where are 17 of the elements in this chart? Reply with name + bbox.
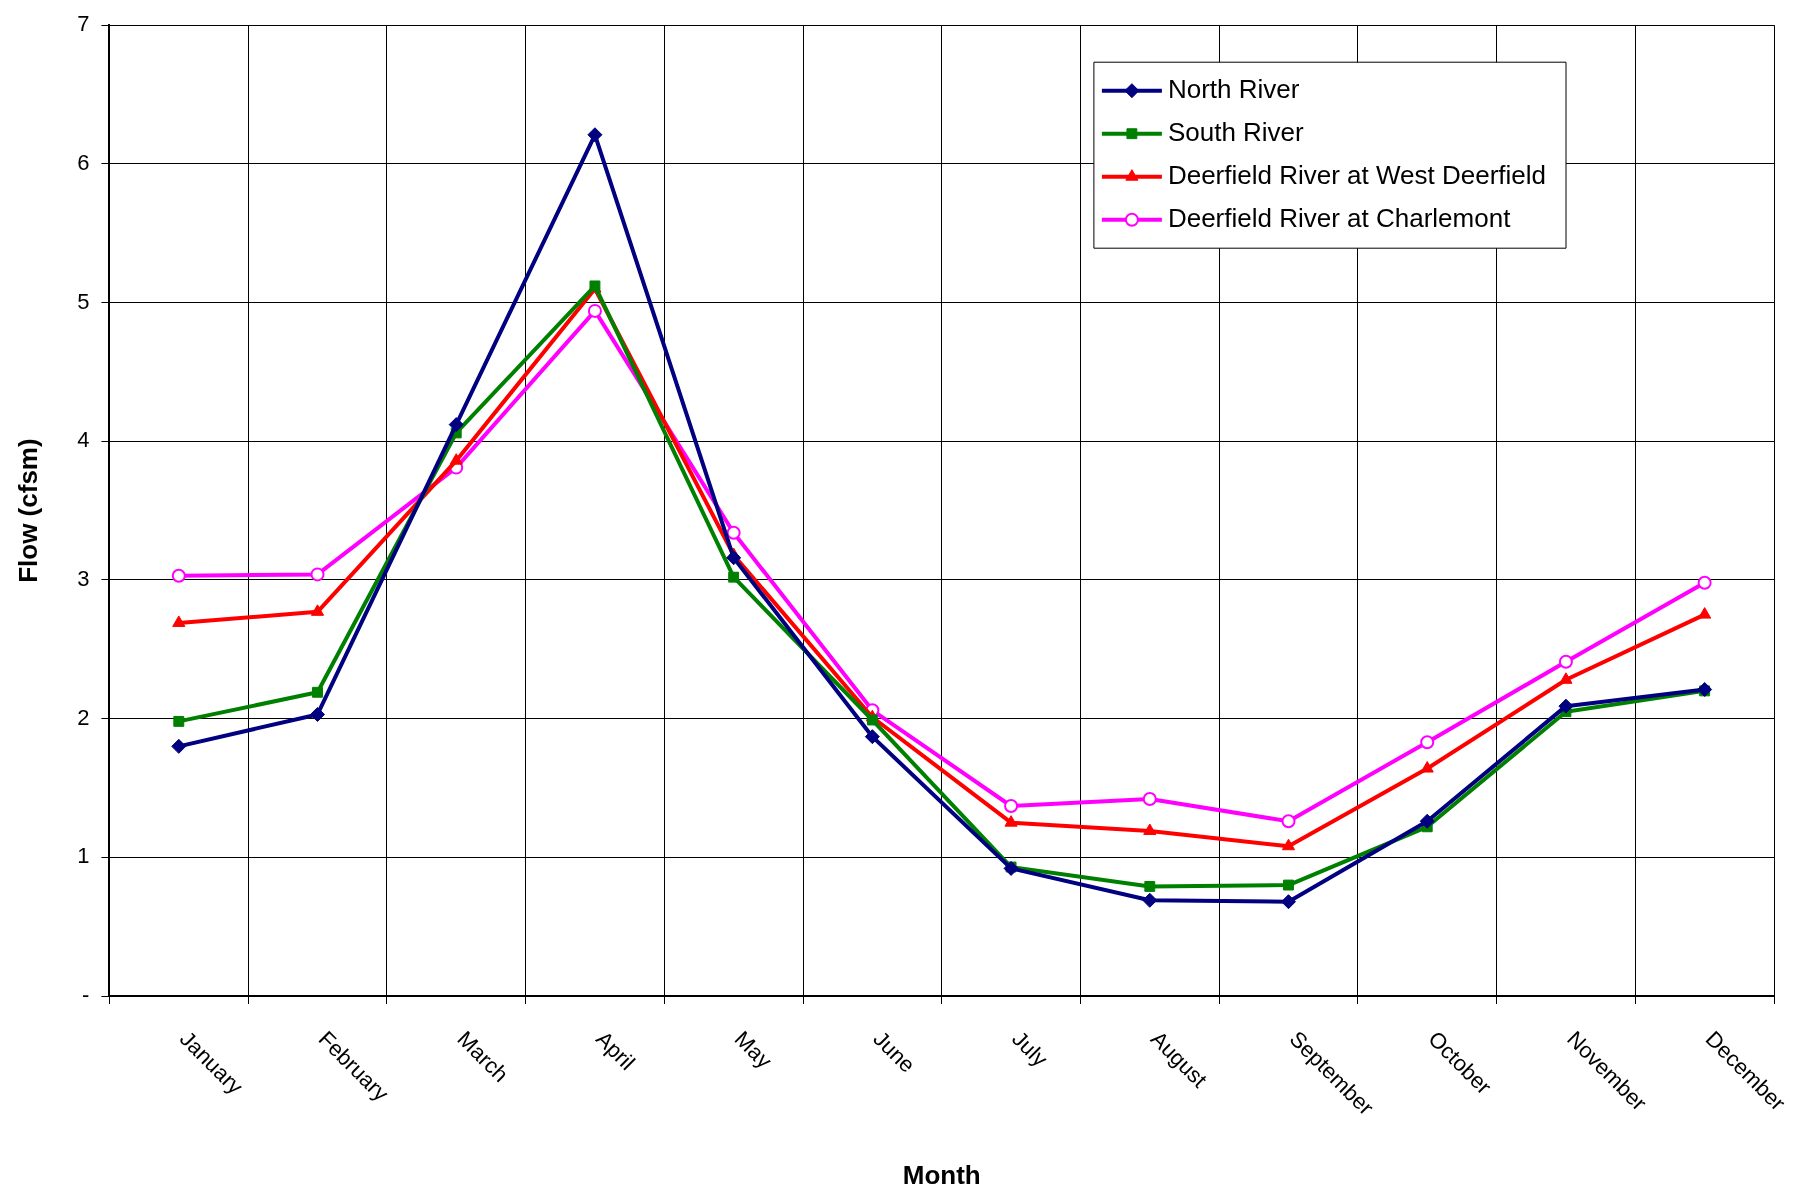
y-tick-label: 3 [77,566,90,592]
x-tick-label: May [729,1026,777,1074]
legend-label: South River [1167,116,1305,147]
y-tick-label: 1 [77,843,90,869]
y-tick-label: 7 [77,11,90,37]
y-axis-title: Flow (cfsm) [12,438,43,583]
y-tick-label: - [82,982,90,1008]
y-tick-label: 2 [77,704,90,730]
legend-label: Deerfield River at Charlemont [1167,202,1512,233]
y-tick-label: 6 [77,149,90,175]
y-tick-label: 5 [77,288,90,314]
x-axis-title: Month [902,1159,981,1190]
x-tick-label: April [591,1026,640,1075]
legend-label: North River [1167,73,1300,104]
x-tick-label: July [1007,1026,1053,1072]
legend-label: Deerfield River at West Deerfield [1167,159,1546,190]
y-tick-label: 4 [77,427,90,453]
